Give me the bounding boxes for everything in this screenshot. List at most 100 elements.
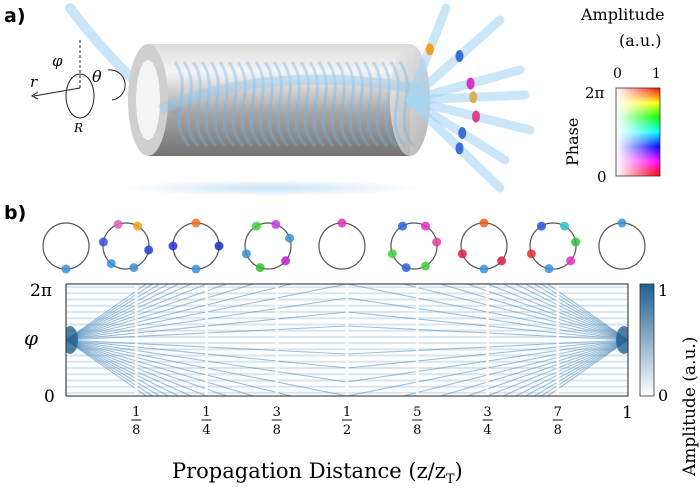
light-streak — [218, 61, 236, 148]
light-streak — [380, 61, 398, 148]
ring-circle — [318, 222, 366, 270]
x-tick-den: 8 — [273, 423, 281, 438]
light-streak — [308, 61, 326, 148]
light-streak — [182, 61, 200, 148]
carpet-ray — [66, 339, 180, 396]
ring-state — [526, 221, 581, 274]
colorbar-amp-max: 1 — [652, 66, 661, 82]
light-streak — [290, 61, 308, 148]
ring-spot — [337, 218, 347, 228]
carpet-ray — [533, 339, 628, 396]
carpet-ray — [66, 284, 154, 341]
ring-spot — [387, 249, 397, 259]
heatmap-colorbar — [639, 283, 655, 397]
beam-spot — [455, 50, 464, 62]
carpet-ray — [501, 284, 628, 341]
heatmap-colorbar-max: 1 — [658, 281, 668, 300]
light-streak — [389, 61, 407, 148]
ring-spot — [560, 221, 569, 231]
carpet-ray — [66, 284, 170, 341]
carpet-ray — [66, 284, 180, 341]
ring-circle — [390, 222, 438, 270]
carpet-ray — [66, 339, 154, 396]
carpet-revival — [616, 326, 628, 354]
x-tick-num: 1 — [202, 405, 210, 420]
ring-spot — [421, 261, 430, 271]
ring-circle — [172, 222, 220, 270]
carpet-ray — [546, 339, 628, 396]
beam-spot — [455, 142, 464, 155]
panel-a-label: a) — [4, 5, 26, 27]
y-tick-top: 2π — [30, 281, 52, 301]
talbot-carpet-heatmap — [66, 284, 628, 396]
ring-spot — [113, 219, 123, 229]
carpet-ray — [514, 339, 628, 396]
light-streak — [173, 61, 191, 148]
axis-phi-label: φ — [52, 52, 63, 70]
carpet-ray — [66, 339, 161, 396]
ring-state — [98, 219, 154, 273]
ring-spot — [421, 221, 430, 231]
x-tick-fraction: 58 — [412, 405, 423, 438]
x-tick-fraction: 38 — [271, 405, 282, 438]
colorbar-phase-min: 0 — [597, 168, 607, 186]
ring-spot — [479, 218, 489, 228]
coordinate-sketch — [31, 38, 126, 119]
ring-spot — [398, 221, 407, 231]
colorbar-phase-max: 2π — [585, 84, 605, 102]
x-tick-den: 8 — [132, 423, 140, 438]
light-streak — [299, 61, 317, 148]
x-tick-fraction: 18 — [131, 405, 142, 438]
ring-spot — [214, 241, 224, 251]
light-pattern — [157, 61, 422, 148]
light-streak — [353, 61, 371, 148]
carpet-ray — [546, 284, 628, 341]
ring-state — [168, 218, 224, 274]
x-tick-num: 3 — [273, 405, 281, 420]
ring-spot — [479, 264, 489, 274]
light-streak — [398, 61, 416, 148]
carpet-ray — [66, 339, 148, 396]
light-streak — [254, 61, 272, 148]
colorbar-amp-min: 0 — [613, 66, 622, 82]
ring-circle — [598, 222, 646, 270]
beam-spot — [466, 77, 475, 90]
ring-spot — [255, 263, 265, 273]
ring-spot — [252, 221, 261, 231]
carpet-ray — [540, 284, 628, 341]
x-axis-label: Propagation Distance (z/zT) — [172, 459, 463, 487]
output-beam — [405, 90, 530, 105]
output-beam — [405, 95, 535, 135]
x-tick-den: 8 — [413, 423, 421, 438]
x-tick-den: 2 — [343, 423, 351, 438]
ring-state — [241, 219, 295, 273]
phase-amplitude-colormap — [615, 87, 661, 177]
ring-spot — [98, 237, 108, 247]
light-streak — [326, 61, 344, 148]
ring-spot — [537, 221, 546, 231]
carpet-ray — [66, 284, 148, 341]
light-streak — [335, 61, 353, 148]
light-streak — [371, 61, 389, 148]
ring-spot — [571, 237, 581, 247]
colorbar-phase-label: Phase — [563, 118, 582, 166]
ring-spot — [241, 249, 251, 259]
ring-circle — [42, 222, 90, 270]
ring-spot — [401, 263, 411, 273]
light-streak — [227, 61, 245, 148]
light-streak — [209, 61, 227, 148]
output-beam — [405, 95, 505, 193]
ring-spot — [168, 241, 178, 251]
carpet-ray — [66, 284, 208, 341]
output-beams — [405, 3, 535, 193]
x-tick-num: 1 — [132, 405, 140, 420]
ring-spot — [544, 264, 554, 274]
x-axis-label-sub: T — [446, 472, 455, 487]
y-tick-bottom: 0 — [44, 387, 55, 407]
ring-spot — [106, 259, 116, 269]
carpet-ray — [524, 339, 628, 396]
ring-spot — [432, 237, 442, 247]
x-tick-num: 1 — [343, 405, 351, 420]
light-streak — [344, 61, 362, 148]
